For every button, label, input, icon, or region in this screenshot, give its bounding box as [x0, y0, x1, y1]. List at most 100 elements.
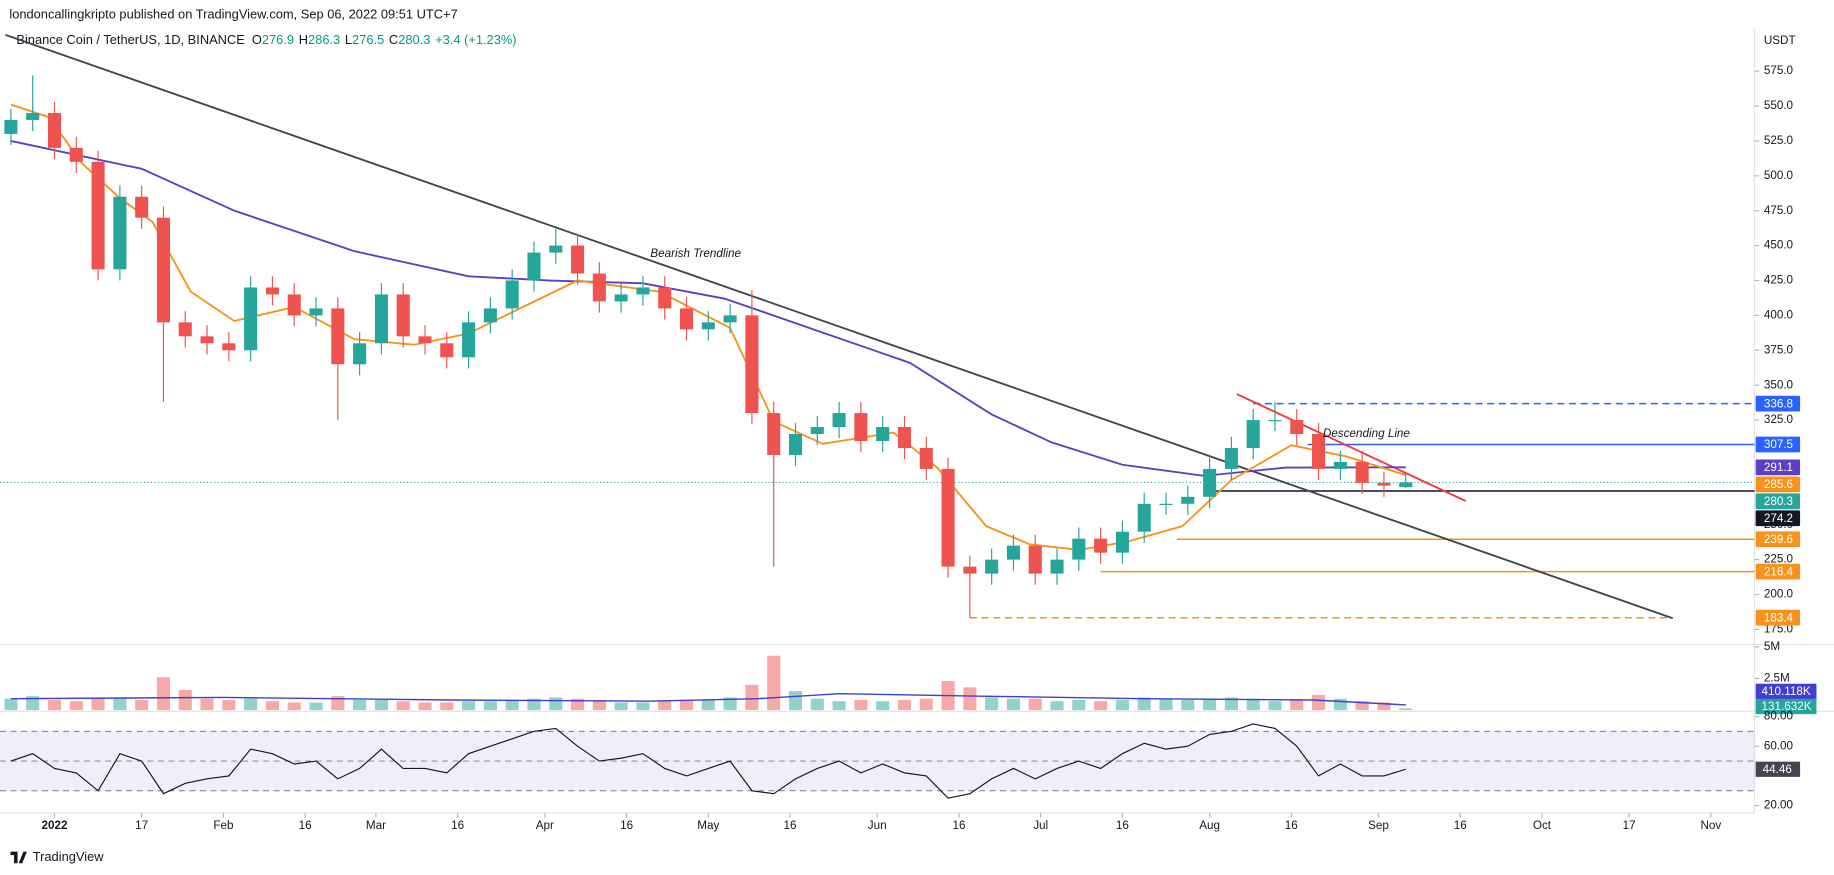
- volume-bar: [418, 702, 432, 711]
- price-tag-label: 336.8: [1764, 397, 1793, 410]
- ohlc-value: 276.5: [352, 32, 384, 47]
- ohlc-value: 286.3: [308, 32, 340, 47]
- volume-bar: [701, 699, 715, 711]
- volume-bar: [527, 698, 541, 711]
- moving-average: [10, 103, 1407, 551]
- x-tick-label: 2022: [41, 819, 67, 832]
- y-tick-label: 5M: [1764, 640, 1780, 653]
- volume-bar: [1115, 699, 1129, 711]
- volume-bar: [1006, 698, 1020, 711]
- price-tag: [1755, 493, 1801, 510]
- volume-bar: [1377, 702, 1391, 711]
- candle-body: [1333, 461, 1347, 469]
- candle-body: [1028, 545, 1042, 574]
- y-tick-label: 425.0: [1764, 274, 1794, 287]
- x-tick-label: Feb: [213, 819, 234, 832]
- volume-bar: [1203, 698, 1217, 711]
- candle-body: [679, 308, 694, 330]
- candle-body: [571, 245, 585, 274]
- candle-body: [1268, 420, 1282, 422]
- y-tick-label: 550.0: [1764, 99, 1794, 112]
- candle-body: [810, 427, 824, 435]
- volume-bar: [571, 698, 585, 711]
- x-tick-label: Nov: [1700, 819, 1721, 832]
- candle-body: [788, 434, 803, 455]
- volume-bar: [113, 698, 127, 711]
- y-tick-label: 350.0: [1764, 378, 1794, 391]
- candle-body: [505, 280, 519, 309]
- volume-bar: [135, 699, 149, 711]
- price-tag: [1755, 563, 1801, 580]
- volume-bar: [156, 677, 170, 711]
- symbol-name: Binance Coin / TetherUS, 1D, BINANCE: [16, 32, 245, 47]
- candle-body: [222, 343, 236, 351]
- volume-bar: [1072, 699, 1086, 711]
- candle-body: [287, 294, 301, 316]
- x-tick-label: 16: [620, 819, 633, 832]
- x-tick-label: Jun: [868, 819, 887, 832]
- x-tick-label: 17: [135, 819, 148, 832]
- candle-body: [265, 287, 279, 295]
- price-tag-label: 285.6: [1764, 478, 1793, 491]
- x-tick-label: Mar: [366, 819, 386, 832]
- volume-bar: [658, 701, 672, 711]
- candle-body: [832, 413, 846, 428]
- moving-average: [10, 140, 1406, 477]
- change: +3.4 (+1.23%): [435, 32, 516, 47]
- volume-bar: [69, 701, 83, 711]
- y-tick-label: 2.5M: [1764, 672, 1790, 685]
- volume-bar: [4, 698, 18, 711]
- volume-bar: [1290, 699, 1304, 711]
- price-tag: [1755, 476, 1801, 493]
- currency: USDT: [1764, 34, 1796, 47]
- price-tag-label: 183.4: [1764, 611, 1794, 624]
- candle-body: [1377, 482, 1391, 486]
- candle-body: [1312, 434, 1326, 469]
- candle-body: [1094, 538, 1108, 553]
- candle-body: [47, 112, 62, 148]
- volume-bar: [200, 698, 214, 711]
- volume-bar: [614, 702, 628, 711]
- candle-body: [592, 273, 606, 302]
- x-tick-label: 16: [1285, 819, 1298, 832]
- candle-body: [1072, 538, 1086, 560]
- candle-body: [91, 161, 105, 270]
- volume-tag-label: 410.118K: [1761, 685, 1810, 698]
- volume-bar: [723, 697, 737, 711]
- volume-bar: [592, 699, 606, 711]
- symbol-line: Binance Coin / TetherUS, 1D, BINANCE O276…: [16, 32, 516, 47]
- candle-body: [614, 294, 628, 302]
- volume-bar: [309, 702, 323, 711]
- volume-bar: [1268, 701, 1282, 711]
- candle-body: [1115, 531, 1129, 553]
- x-tick-label: Apr: [536, 819, 554, 832]
- candle-body: [549, 245, 563, 253]
- volume-bar: [1333, 698, 1347, 711]
- volume-bar: [897, 699, 912, 711]
- volume-bar: [1028, 698, 1042, 711]
- candle-body: [636, 287, 650, 295]
- volume-bar: [1137, 697, 1151, 711]
- y-tick-label: 450.0: [1764, 239, 1794, 252]
- price-tag: [1755, 510, 1801, 527]
- volume-bar: [265, 701, 279, 711]
- trendline: [5, 33, 1674, 620]
- x-tick-label: 17: [1623, 819, 1636, 832]
- candle-body: [1159, 503, 1173, 505]
- price-tag: [1755, 436, 1801, 453]
- candle-body: [69, 147, 83, 162]
- price-tag: [1755, 609, 1801, 626]
- volume-bar: [244, 698, 258, 711]
- price-tag-label: 291.1: [1764, 461, 1793, 474]
- volume-bar: [505, 699, 519, 711]
- volume-tag: [1755, 683, 1817, 699]
- candle-body: [113, 196, 127, 270]
- y-tick-label: 225.0: [1764, 553, 1794, 566]
- volume-bar: [963, 687, 977, 711]
- volume-bar: [919, 698, 933, 711]
- y-tick-label: 475.0: [1764, 204, 1794, 217]
- candle-body: [767, 413, 781, 455]
- volume-bar: [47, 699, 62, 711]
- candle-body: [440, 343, 454, 358]
- candle-body: [1181, 496, 1195, 504]
